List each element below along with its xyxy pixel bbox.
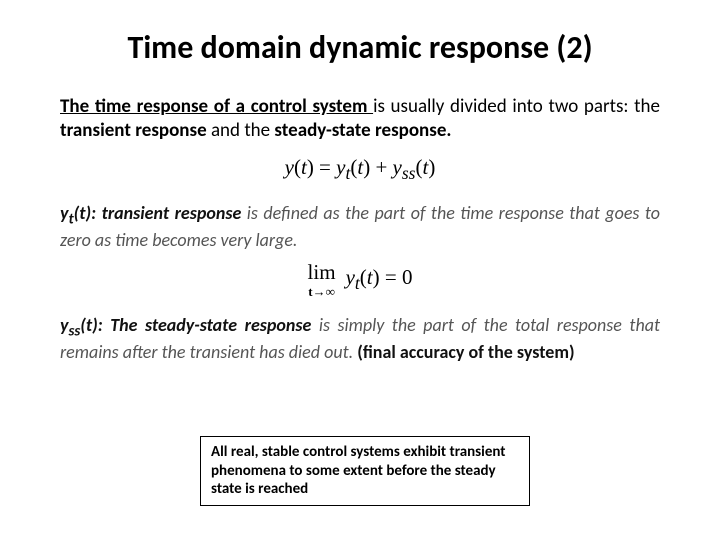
limit-bottom: t→∞ xyxy=(308,285,336,298)
intro-bold-1: transient response xyxy=(60,119,207,142)
def2-symbol: yss(t): xyxy=(60,314,110,336)
definition-transient: yt(t): transient response is defined as … xyxy=(60,202,660,252)
intro-bold-2: steady-state response. xyxy=(274,119,451,142)
eq-y: y(t) = yt(t) + yss(t) xyxy=(285,155,436,179)
limit-operator: lim t→∞ xyxy=(308,262,336,298)
def2-label: The steady-state response xyxy=(110,314,311,336)
intro-mid2: and the xyxy=(207,119,275,142)
limit-rhs: yt(t) = 0 xyxy=(346,265,413,294)
intro-paragraph: The time response of a control system is… xyxy=(60,95,660,143)
definition-steadystate: yss(t): The steady-state response is sim… xyxy=(60,314,660,364)
slide: Time domain dynamic response (2) The tim… xyxy=(0,0,720,540)
intro-mid1: is usually divided into two parts: the xyxy=(373,95,660,118)
limit-top: lim xyxy=(308,262,336,283)
def1-symbol: yt(t): xyxy=(60,202,102,224)
def1-label: transient response xyxy=(102,202,242,224)
def2-tail: (final accuracy of the system) xyxy=(357,341,574,363)
callout-box: All real, stable control systems exhibit… xyxy=(200,436,530,506)
slide-title: Time domain dynamic response (2) xyxy=(60,28,660,67)
intro-lead: The time response of a control system xyxy=(60,95,373,118)
equation-main: y(t) = yt(t) + yss(t) xyxy=(60,155,660,184)
equation-limit: lim t→∞ yt(t) = 0 xyxy=(60,262,660,298)
